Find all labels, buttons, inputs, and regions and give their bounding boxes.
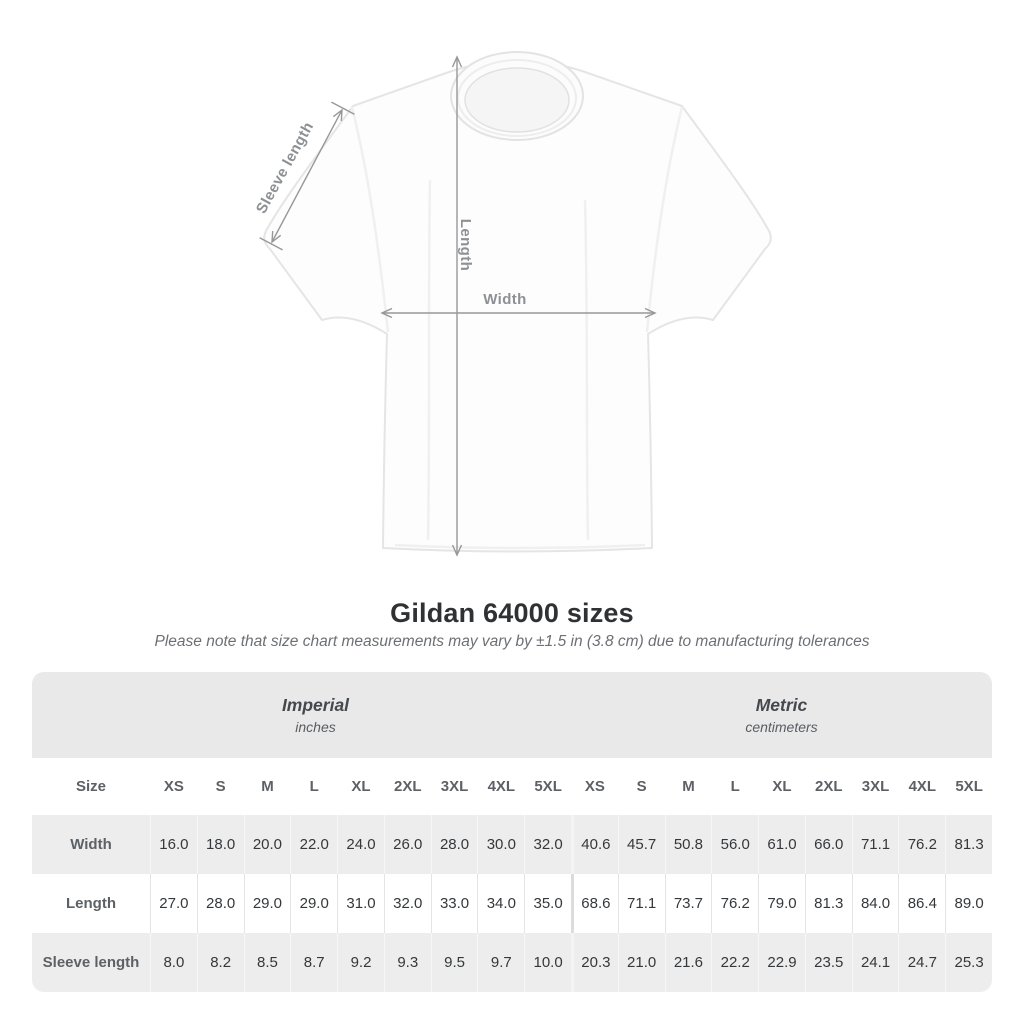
size-header-cell: S: [636, 778, 647, 795]
value-cell: 71.1: [617, 874, 665, 933]
table-row: Length 27.0 28.0 29.0 29.0 31.0 32.0 33.0 34.0 35…: [32, 874, 992, 933]
page-title: Gildan 64000 sizes: [390, 598, 634, 628]
table-row: Width 16.0 18.0 20.0 22.0 24.0 26.0 28.0 30.0 32.…: [32, 815, 992, 874]
length-arrow: [451, 55, 463, 557]
value-cell: 24.7: [898, 933, 945, 992]
size-header-cell: 2XL: [815, 778, 843, 795]
size-row-label: Size: [75, 778, 106, 795]
table-row: Size XS S M L XL 2XL 3XL 4XL 5XL XS S M L XL 2XL 3XL 4XL 5…: [32, 758, 992, 815]
value-cell: 28.0: [430, 815, 478, 874]
imperial-group-unit: inches: [295, 719, 336, 735]
value-cell: 81.3: [804, 874, 852, 933]
size-header-cell: 3XL: [440, 778, 469, 795]
value-cell: 79.0: [758, 874, 805, 933]
value-cell: 35.0: [524, 874, 571, 933]
value-cell: 27.0: [150, 874, 197, 933]
value-cell: 73.7: [664, 874, 712, 933]
value-cell: 89.0: [945, 874, 992, 933]
value-cell: 45.7: [617, 815, 665, 874]
size-header-cell: XS: [584, 778, 605, 795]
size-header-cell: L: [309, 778, 319, 795]
value-cell: 34.0: [477, 874, 524, 933]
page-subtitle: Please note that size chart measurements…: [154, 633, 870, 650]
value-cell: 16.0: [150, 815, 197, 874]
sleeve-length-arrow: [259, 101, 355, 251]
value-cell: 23.5: [804, 933, 852, 992]
value-cell: 26.0: [383, 815, 431, 874]
value-cell: 76.2: [898, 815, 945, 874]
value-cell: 56.0: [711, 815, 758, 874]
metric-group-unit: centimeters: [745, 719, 818, 735]
value-cell: 29.0: [243, 874, 291, 933]
value-cell: 20.3: [571, 933, 618, 992]
value-cell: 10.0: [524, 933, 571, 992]
size-header-cell: 3XL: [861, 778, 890, 795]
value-cell: 61.0: [758, 815, 805, 874]
value-cell: 8.2: [196, 933, 244, 992]
width-label: Width: [483, 291, 527, 308]
value-cell: 9.3: [383, 933, 431, 992]
table-row: Sleeve length 8.0 8.2 8.5 8.7 9.2 9.3 9.5 9.7 10.…: [32, 933, 992, 992]
value-cell: 18.0: [196, 815, 244, 874]
size-header-cell: M: [682, 778, 695, 795]
size-header-cell: 5XL: [534, 778, 562, 795]
value-cell: 20.0: [243, 815, 291, 874]
value-cell: 22.9: [758, 933, 805, 992]
value-cell: 9.5: [430, 933, 478, 992]
value-cell: 22.0: [290, 815, 337, 874]
value-cell: 30.0: [477, 815, 524, 874]
size-header-cell: 5XL: [955, 778, 983, 795]
value-cell: 9.7: [477, 933, 524, 992]
size-header-cell: XS: [163, 778, 184, 795]
value-cell: 9.2: [337, 933, 384, 992]
value-cell: 29.0: [290, 874, 337, 933]
value-cell: 32.0: [524, 815, 571, 874]
width-arrow: [380, 307, 657, 319]
value-cell: 32.0: [383, 874, 431, 933]
value-cell: 76.2: [711, 874, 758, 933]
value-cell: 22.2: [711, 933, 758, 992]
value-cell: 86.4: [898, 874, 945, 933]
tshirt-figure: Length Width Sleeve length: [253, 51, 772, 557]
value-cell: 24.0: [337, 815, 384, 874]
size-table: Imperial inches Metric centimeters Size X…: [32, 672, 992, 992]
metric-group-header: Metric centimeters: [571, 672, 992, 758]
size-header-cell: M: [261, 778, 274, 795]
size-table-body: Size XS S M L XL 2XL 3XL 4XL 5XL XS S M L XL 2XL 3XL 4XL 5…: [32, 758, 992, 992]
value-cell: 8.7: [290, 933, 337, 992]
size-header-cell: XL: [351, 778, 371, 795]
value-cell: 8.5: [243, 933, 291, 992]
size-header-cell: S: [215, 778, 226, 795]
size-header-cell: XL: [772, 778, 792, 795]
size-header-cell: 2XL: [394, 778, 422, 795]
length-label: Length: [457, 219, 474, 271]
value-cell: 66.0: [804, 815, 852, 874]
value-cell: 50.8: [664, 815, 712, 874]
size-header-cell: 4XL: [908, 778, 937, 795]
imperial-group-name: Imperial: [281, 695, 350, 715]
size-header-cell: 4XL: [487, 778, 516, 795]
value-cell: 81.3: [945, 815, 992, 874]
value-cell: 71.1: [851, 815, 899, 874]
measurement-row-label: Sleeve length: [42, 954, 140, 971]
size-header-cell: L: [730, 778, 740, 795]
value-cell: 31.0: [337, 874, 384, 933]
value-cell: 8.0: [150, 933, 197, 992]
value-cell: 24.1: [851, 933, 899, 992]
value-cell: 21.0: [617, 933, 665, 992]
tshirt-graphic: [263, 51, 772, 553]
value-cell: 40.6: [571, 815, 618, 874]
value-cell: 25.3: [945, 933, 992, 992]
unit-group-band: Imperial inches Metric centimeters: [32, 672, 992, 758]
value-cell: 84.0: [851, 874, 899, 933]
value-cell: 28.0: [196, 874, 244, 933]
value-cell: 68.6: [571, 874, 618, 933]
measurement-row-label: Length: [66, 895, 116, 912]
value-cell: 33.0: [430, 874, 478, 933]
measurement-row-label: Width: [70, 836, 112, 853]
metric-group-name: Metric: [755, 695, 808, 715]
imperial-group-header: Imperial inches: [32, 672, 571, 758]
value-cell: 21.6: [664, 933, 712, 992]
